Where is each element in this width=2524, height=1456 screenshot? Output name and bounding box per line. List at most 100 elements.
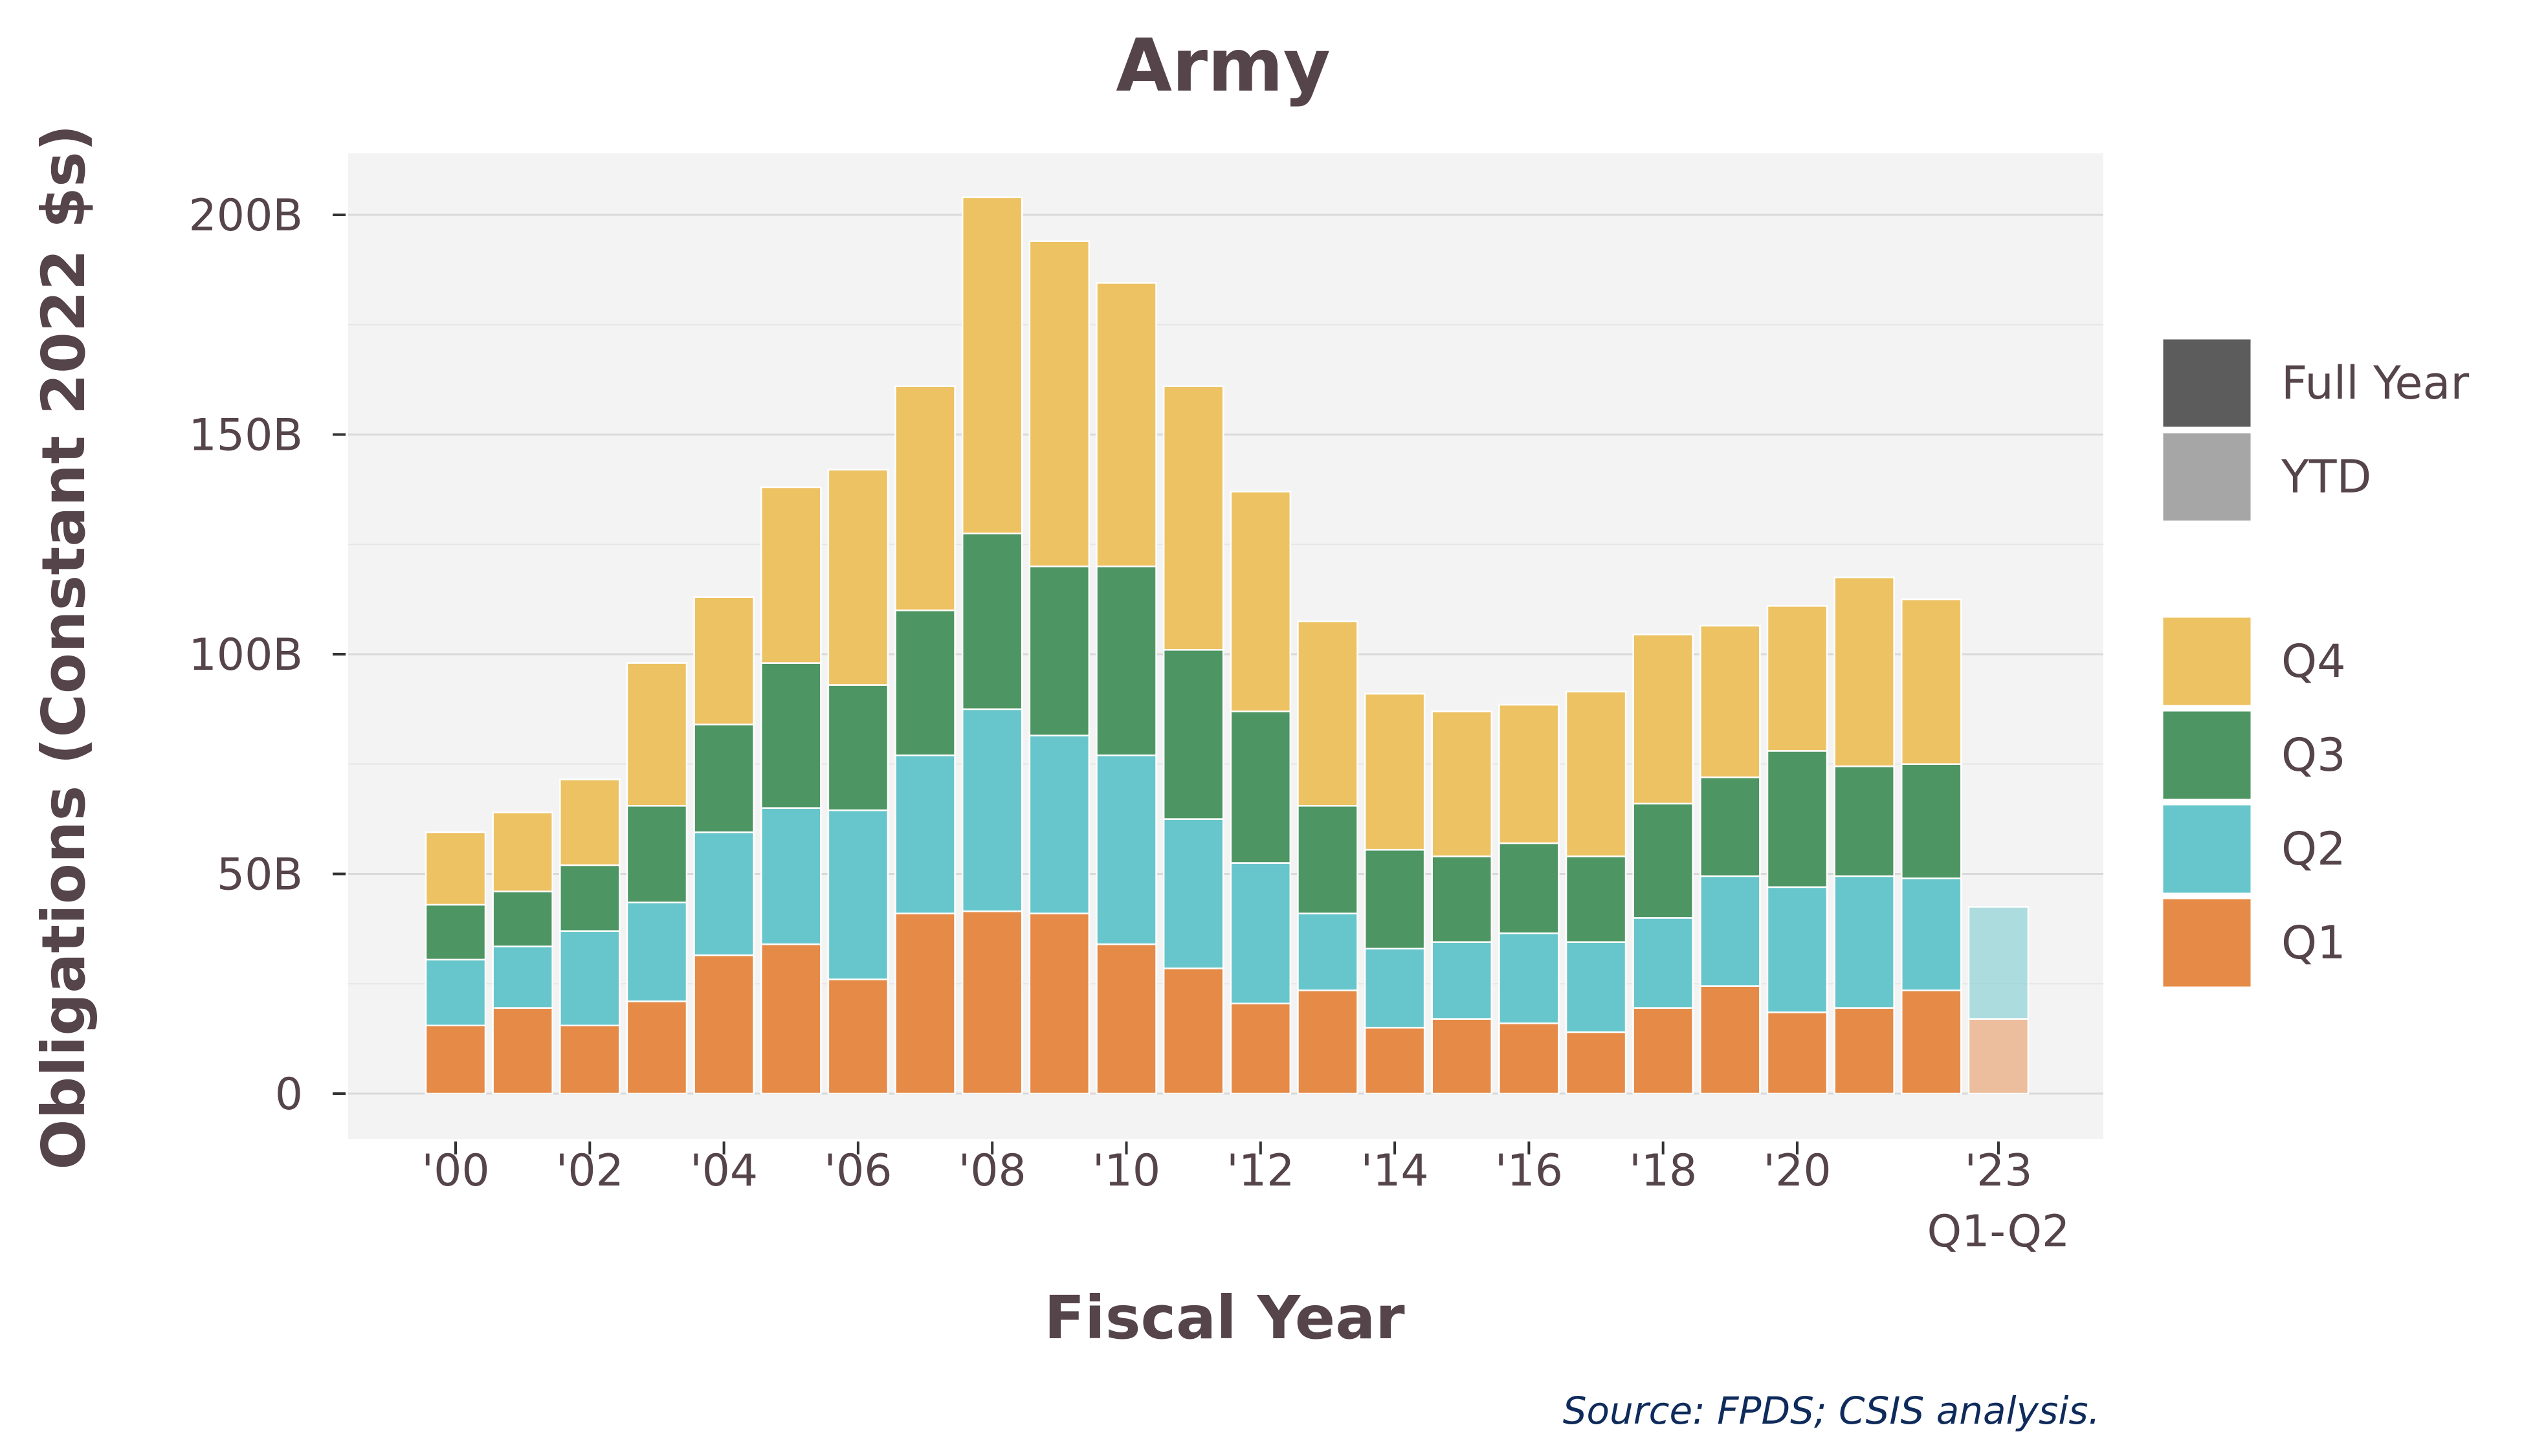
- x-tick-label: '18: [1629, 1145, 1697, 1197]
- bar-segment-q4-2012: [1230, 491, 1292, 712]
- bar-segment-q3-2016: [1498, 842, 1560, 934]
- bar-segment-q3-2002: [559, 864, 621, 932]
- bar-segment-q1-2004: [693, 954, 755, 1095]
- bar-segment-q2-2015: [1431, 941, 1492, 1020]
- x-tick-label: '23: [1964, 1145, 2032, 1197]
- bar-segment-q4-2002: [559, 778, 621, 866]
- bar-segment-q2-2013: [1297, 912, 1358, 991]
- bar-segment-q2-2001: [492, 945, 553, 1009]
- bar-segment-q2-2004: [693, 831, 755, 956]
- bar-segment-q3-2017: [1565, 855, 1627, 943]
- bar-segment-q4-2017: [1565, 690, 1627, 857]
- x-tick-label: '10: [1092, 1145, 1160, 1197]
- x-axis-title: Fiscal Year: [1044, 1283, 1405, 1352]
- bar-segment-q2-2002: [559, 930, 621, 1027]
- bar-segment-q1-2021: [1833, 1007, 1895, 1095]
- y-axis: 0 50B 100B 150B 200B: [189, 190, 346, 1120]
- bar-segment-q1-2007: [894, 912, 956, 1095]
- bar-segment-q4-2001: [492, 811, 553, 892]
- bar-segment-q1-2005: [760, 943, 822, 1095]
- bar-segment-q3-2000: [425, 903, 487, 961]
- bar-segment-q2-2008: [961, 708, 1023, 912]
- legend-key-q4: [2160, 614, 2254, 709]
- bar-segment-q3-2020: [1766, 750, 1828, 888]
- bar-segment-q3-2008: [961, 533, 1023, 711]
- bar-segment-q4-2019: [1699, 624, 1761, 778]
- bar-segment-q1-2000: [425, 1024, 487, 1095]
- legend-label: Q3: [2281, 729, 2346, 782]
- bar-segment-q1-2012: [1230, 1002, 1292, 1095]
- x-tick-label: '06: [824, 1145, 892, 1197]
- bar-segment-q1-2013: [1297, 989, 1358, 1095]
- bar-segment-q1-2008: [961, 910, 1023, 1095]
- bar-segment-q3-2014: [1364, 848, 1426, 950]
- bar-segment-q1-2018: [1632, 1007, 1694, 1095]
- bar-segment-q3-2006: [827, 684, 889, 811]
- chart-title: Army: [1116, 24, 1331, 108]
- bar-segment-q4-2016: [1498, 703, 1560, 844]
- bar-segment-q2-2005: [760, 807, 822, 945]
- x-tick-label: '14: [1360, 1145, 1428, 1197]
- legend-key-q3: [2160, 708, 2254, 802]
- legend: Full Year YTD Q4 Q3 Q2 Q1: [2160, 336, 2469, 990]
- bar-segment-q3-2022: [1901, 763, 1962, 879]
- bar-segment-q4-2013: [1297, 620, 1358, 807]
- x-tick-label: '04: [690, 1145, 758, 1197]
- bar-segment-q3-2012: [1230, 711, 1292, 864]
- x-tick-label: '02: [556, 1145, 624, 1197]
- x-tick-label: '20: [1763, 1145, 1831, 1197]
- bar-segment-q2-2016: [1498, 932, 1560, 1024]
- bar-segment-q2-2007: [894, 754, 956, 914]
- y-tick-label: 0: [275, 1069, 303, 1120]
- legend-label: Q2: [2281, 822, 2346, 876]
- bar-segment-q4-2011: [1162, 385, 1224, 651]
- bar-segment-q4-2003: [626, 662, 688, 807]
- bar-segment-q3-2015: [1431, 855, 1492, 943]
- bar-segment-q3-2010: [1096, 565, 1157, 756]
- bar-segment-q3-2021: [1833, 765, 1895, 877]
- bar-segment-q3-2011: [1162, 648, 1224, 820]
- x-tick-label: '08: [958, 1145, 1026, 1197]
- bar-segment-q1-2011: [1162, 967, 1224, 1095]
- y-tick-label: 100B: [189, 630, 303, 681]
- bar-segment-q4-2021: [1833, 576, 1895, 767]
- bar-segment-q2-2010: [1096, 754, 1157, 945]
- bar-segment-q1-2019: [1699, 985, 1761, 1095]
- y-tick-label: 50B: [217, 850, 303, 901]
- bar-segment-q1-2016: [1498, 1022, 1560, 1095]
- bar-layer: [425, 196, 2030, 1095]
- bar-segment-q1-2023: [1967, 1018, 2030, 1095]
- bar-segment-q4-2010: [1096, 281, 1157, 568]
- bar-segment-q2-2018: [1632, 917, 1694, 1009]
- bar-segment-q1-2001: [492, 1007, 553, 1095]
- bar-segment-q4-2015: [1431, 711, 1492, 857]
- bar-segment-q3-2013: [1297, 805, 1358, 914]
- bar-segment-q4-2007: [894, 385, 956, 612]
- source-note: Source: FPDS; CSIS analysis.: [1563, 1389, 2100, 1433]
- legend-label: YTD: [2281, 450, 2371, 503]
- legend-key-full-year: [2160, 336, 2254, 430]
- bar-segment-q1-2003: [626, 1000, 688, 1095]
- x-tick-label: '00: [421, 1145, 489, 1197]
- bar-segment-q4-2020: [1766, 605, 1828, 752]
- bar-segment-q1-2002: [559, 1024, 621, 1095]
- bar-segment-q3-2019: [1699, 776, 1761, 877]
- bar-segment-q1-2014: [1364, 1026, 1426, 1095]
- bar-segment-q3-2007: [894, 609, 956, 756]
- legend-key-q1: [2160, 896, 2254, 990]
- y-axis-title: Obligations (Constant 2022 $s): [29, 124, 98, 1170]
- bar-segment-q3-2009: [1028, 565, 1090, 736]
- y-tick-label: 150B: [189, 410, 303, 461]
- bar-segment-q2-2017: [1565, 941, 1627, 1033]
- bar-segment-q2-2000: [425, 958, 487, 1027]
- bar-segment-q4-2014: [1364, 692, 1426, 851]
- bar-segment-q3-2005: [760, 662, 822, 809]
- bar-segment-q4-2005: [760, 486, 822, 664]
- legend-key-ytd: [2160, 430, 2254, 524]
- bar-segment-q2-2012: [1230, 862, 1292, 1005]
- bar-segment-q1-2009: [1028, 912, 1090, 1095]
- x-axis: '00 '02 '04 '06 '08 '10 '12 '14 '16 '18 '20 '23 Q1-Q…: [421, 1142, 2070, 1257]
- legend-key-q2: [2160, 802, 2254, 896]
- bar-segment-q3-2003: [626, 805, 688, 903]
